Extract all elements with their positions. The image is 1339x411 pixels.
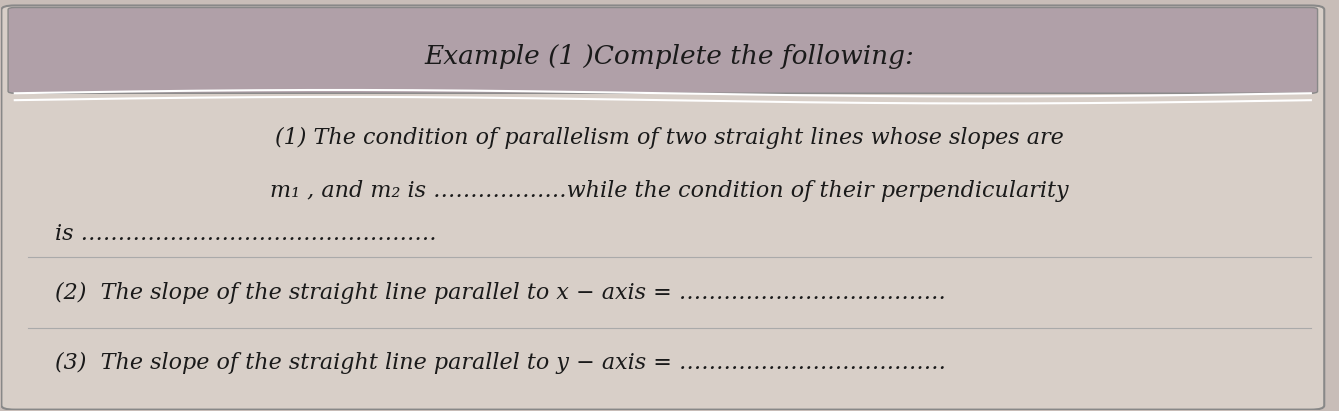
Text: m₁ , and m₂ is ………………while the condition of their perpendicularity: m₁ , and m₂ is ………………while the condition… — [270, 180, 1069, 202]
FancyBboxPatch shape — [1, 5, 1324, 410]
Text: Example (1 )Complete the following:: Example (1 )Complete the following: — [424, 44, 915, 69]
Text: (3)  The slope of the straight line parallel to y − axis = ………………………………: (3) The slope of the straight line paral… — [55, 352, 945, 374]
Text: (1) The condition of parallelism of two straight lines whose slopes are: (1) The condition of parallelism of two … — [274, 127, 1065, 149]
Text: (2)  The slope of the straight line parallel to x − axis = ………………………………: (2) The slope of the straight line paral… — [55, 282, 945, 304]
FancyBboxPatch shape — [8, 7, 1318, 93]
Text: is …………………………………………: is ………………………………………… — [55, 223, 437, 245]
